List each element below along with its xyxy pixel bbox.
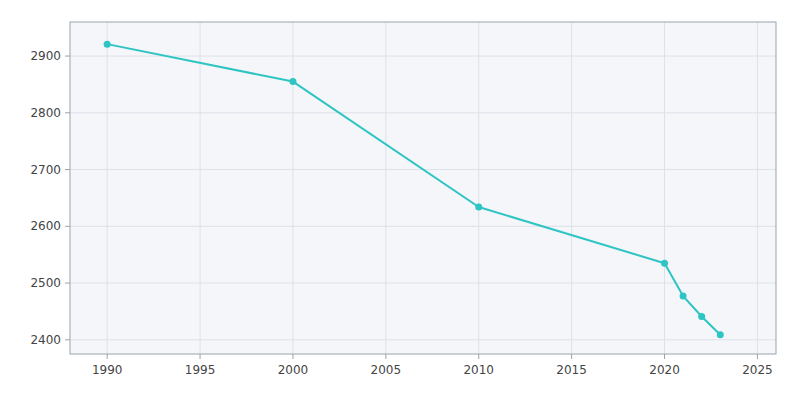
x-tick: [664, 354, 665, 359]
y-tick-label: 2400: [30, 333, 61, 347]
x-tick: [200, 354, 201, 359]
x-tick: [571, 354, 572, 359]
y-tick-label: 2600: [30, 219, 61, 233]
y-tick: [65, 339, 70, 340]
x-tick-label: 2025: [742, 363, 773, 377]
y-tick-label: 2700: [30, 163, 61, 177]
grid-line-x: [385, 22, 386, 354]
grid-line-x: [571, 22, 572, 354]
plot-background: [70, 22, 776, 354]
x-tick: [757, 354, 758, 359]
grid-line-y: [70, 339, 776, 340]
x-tick-label: 2000: [278, 363, 309, 377]
point: [289, 78, 296, 85]
grid-line-y: [70, 226, 776, 227]
y-tick-label: 2800: [30, 106, 61, 120]
y-tick: [65, 226, 70, 227]
grid-line-y: [70, 112, 776, 113]
y-tick: [65, 169, 70, 170]
plot-frame: [70, 22, 776, 354]
point: [680, 293, 687, 300]
point: [475, 204, 482, 211]
x-tick: [292, 354, 293, 359]
y-tick: [65, 112, 70, 113]
grid: [70, 22, 776, 354]
x-tick-label: 1995: [185, 363, 216, 377]
x-tick-label: 2015: [556, 363, 587, 377]
axes: 1990 1995 2000 2005 2010 2015 2020 2025 2400 2500…: [30, 49, 772, 377]
x-tick: [478, 354, 479, 359]
x-tick: [107, 354, 108, 359]
series: [104, 41, 724, 339]
point: [698, 313, 705, 320]
grid-line-y: [70, 283, 776, 284]
point: [717, 331, 724, 338]
chart-container: 1990 1995 2000 2005 2010 2015 2020 2025 2400 2500…: [0, 0, 800, 400]
point: [104, 41, 111, 48]
y-tick: [65, 283, 70, 284]
grid-line-x: [478, 22, 479, 354]
point: [661, 260, 668, 267]
x-tick-label: 1990: [92, 363, 123, 377]
grid-line-x: [664, 22, 665, 354]
chart-svg: 1990 1995 2000 2005 2010 2015 2020 2025 2400 2500…: [0, 0, 800, 400]
grid-line-y: [70, 56, 776, 57]
grid-line-x: [107, 22, 108, 354]
y-tick-label: 2500: [30, 276, 61, 290]
y-tick: [65, 56, 70, 57]
grid-line-x: [292, 22, 293, 354]
y-tick-label: 2900: [30, 49, 61, 63]
x-tick-label: 2010: [463, 363, 494, 377]
line: [107, 44, 720, 335]
x-tick-label: 2005: [371, 363, 402, 377]
grid-line-x: [200, 22, 201, 354]
x-tick: [385, 354, 386, 359]
x-tick-label: 2020: [649, 363, 680, 377]
grid-line-x: [757, 22, 758, 354]
